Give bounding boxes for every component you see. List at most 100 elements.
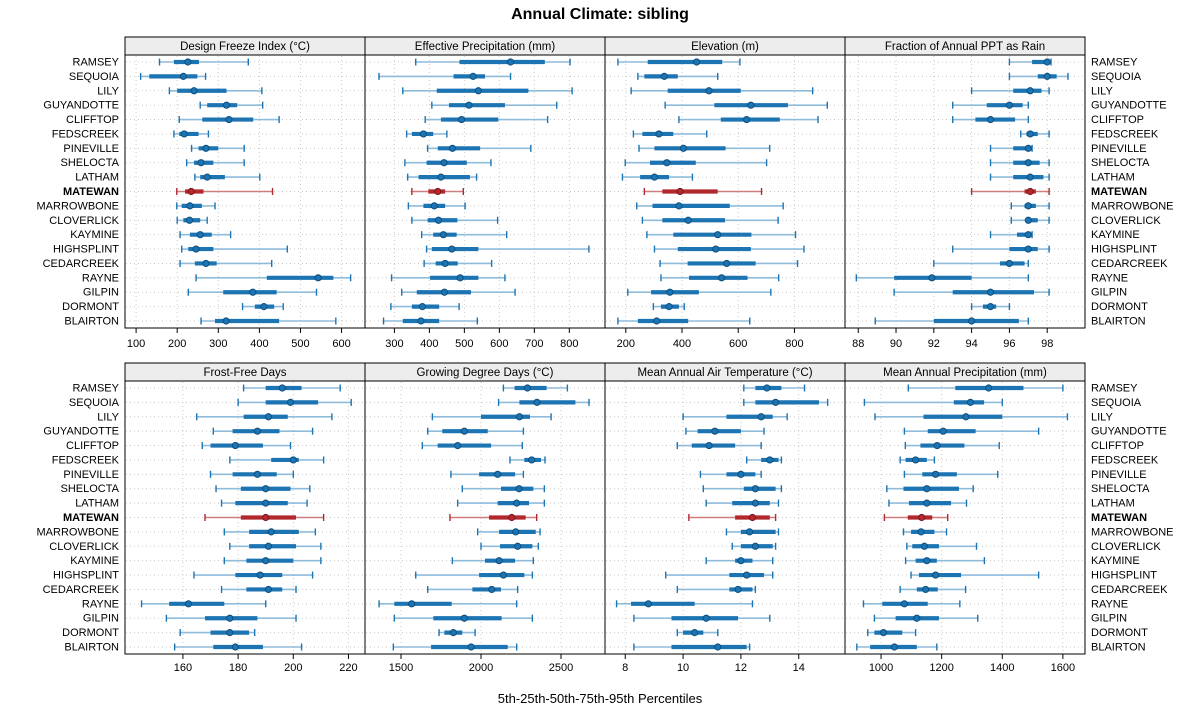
- median-dot: [262, 485, 270, 493]
- axis-tick-label: 400: [420, 338, 438, 350]
- site-label-right: PINEVILLE: [1091, 469, 1147, 481]
- median-dot: [202, 259, 210, 268]
- site-label-left: GUYANDOTTE: [43, 426, 119, 438]
- median-dot: [222, 101, 231, 109]
- median-dot: [515, 413, 524, 421]
- site-label-right: RAMSEY: [1091, 383, 1138, 395]
- median-dot: [190, 87, 198, 95]
- median-dot: [196, 231, 204, 239]
- median-dot: [456, 274, 464, 282]
- median-dot: [933, 441, 941, 450]
- axis-tick-label: 500: [455, 338, 473, 350]
- site-label-right: MATEWAN: [1091, 186, 1147, 198]
- axis-tick-label: 1500: [389, 662, 413, 674]
- axis-tick-label: 600: [729, 338, 747, 350]
- axis-tick-label: 160: [174, 662, 192, 674]
- median-dot: [202, 144, 210, 152]
- median-dot: [262, 513, 270, 522]
- median-dot: [879, 629, 888, 637]
- median-dot: [253, 427, 262, 435]
- median-dot: [743, 115, 751, 124]
- site-label-left: RAMSEY: [73, 383, 120, 395]
- axis-tick-label: 12: [735, 662, 747, 674]
- median-dot: [264, 585, 273, 594]
- median-dot: [757, 413, 765, 421]
- median-dot: [448, 245, 456, 253]
- median-dot: [986, 115, 995, 124]
- median-dot: [917, 528, 925, 536]
- site-label-left: CEDARCREEK: [43, 258, 120, 270]
- median-dot: [966, 398, 975, 406]
- median-dot: [737, 470, 745, 478]
- site-label-right: PINEVILLE: [1091, 143, 1147, 155]
- median-dot: [437, 173, 445, 181]
- site-label-left: DORMONT: [62, 627, 119, 639]
- median-dot: [467, 643, 475, 651]
- median-dot: [900, 600, 908, 608]
- median-dot: [231, 643, 239, 651]
- panel-strip: [844, 362, 1086, 382]
- site-label-left: LATHAM: [75, 498, 119, 510]
- median-dot: [514, 542, 522, 550]
- median-dot: [747, 101, 755, 109]
- median-dot: [718, 274, 726, 282]
- site-label-left: BLAIRTON: [64, 642, 119, 654]
- median-dot: [1026, 130, 1034, 138]
- median-dot: [711, 427, 719, 435]
- median-dot: [513, 499, 521, 507]
- site-label-left: SHELOCTA: [61, 157, 120, 169]
- site-label-right: MARROWBONE: [1091, 526, 1174, 538]
- median-dot: [187, 187, 195, 196]
- median-dot: [679, 144, 688, 152]
- site-label-right: FEDSCREEK: [1091, 128, 1159, 140]
- site-label-right: CLOVERLICK: [1091, 541, 1161, 553]
- median-dot: [506, 58, 515, 66]
- axis-tick-label: 700: [525, 338, 543, 350]
- median-dot: [923, 557, 931, 565]
- median-dot: [986, 303, 995, 311]
- site-label-left: RAYNE: [82, 272, 119, 284]
- axis-tick-label: 2000: [469, 662, 493, 674]
- median-dot: [457, 115, 466, 124]
- median-dot: [179, 72, 187, 80]
- median-dot: [226, 614, 234, 622]
- median-dot: [434, 187, 442, 196]
- axis-tick-label: 800: [785, 338, 803, 350]
- median-dot: [660, 72, 668, 80]
- median-dot: [448, 144, 457, 152]
- median-dot: [920, 542, 928, 550]
- median-dot: [939, 427, 947, 435]
- median-dot: [1024, 202, 1032, 210]
- site-label-right: RAMSEY: [1091, 57, 1138, 69]
- median-dot: [262, 557, 270, 565]
- site-label-right: MARROWBONE: [1091, 200, 1174, 212]
- median-dot: [417, 317, 425, 325]
- median-dot: [225, 115, 233, 124]
- median-dot: [1005, 259, 1014, 268]
- median-dot: [460, 614, 468, 622]
- axis-tick-label: 100: [127, 338, 145, 350]
- site-label-left: MARROWBONE: [37, 526, 120, 538]
- median-dot: [666, 288, 674, 296]
- median-dot: [1043, 58, 1051, 66]
- median-dot: [751, 542, 759, 550]
- axis-tick-label: 200: [617, 338, 635, 350]
- median-dot: [1024, 245, 1032, 253]
- median-dot: [923, 485, 931, 493]
- median-dot: [968, 317, 976, 325]
- site-label-right: LILY: [1091, 85, 1113, 97]
- site-label-left: PINEVILLE: [63, 469, 119, 481]
- site-label-right: CLIFFTOP: [1091, 440, 1144, 452]
- site-label-right: DORMONT: [1091, 627, 1148, 639]
- panel-title: Design Freeze Index (°C): [180, 41, 310, 53]
- median-dot: [653, 317, 661, 325]
- site-label-left: LATHAM: [75, 172, 119, 184]
- axis-tick-label: 96: [1003, 338, 1015, 350]
- median-dot: [418, 303, 426, 311]
- median-dot: [440, 288, 449, 296]
- median-dot: [932, 571, 940, 579]
- median-dot: [264, 413, 273, 421]
- site-label-left: RAMSEY: [73, 57, 120, 69]
- panel-title: Mean Annual Air Temperature (°C): [637, 367, 812, 379]
